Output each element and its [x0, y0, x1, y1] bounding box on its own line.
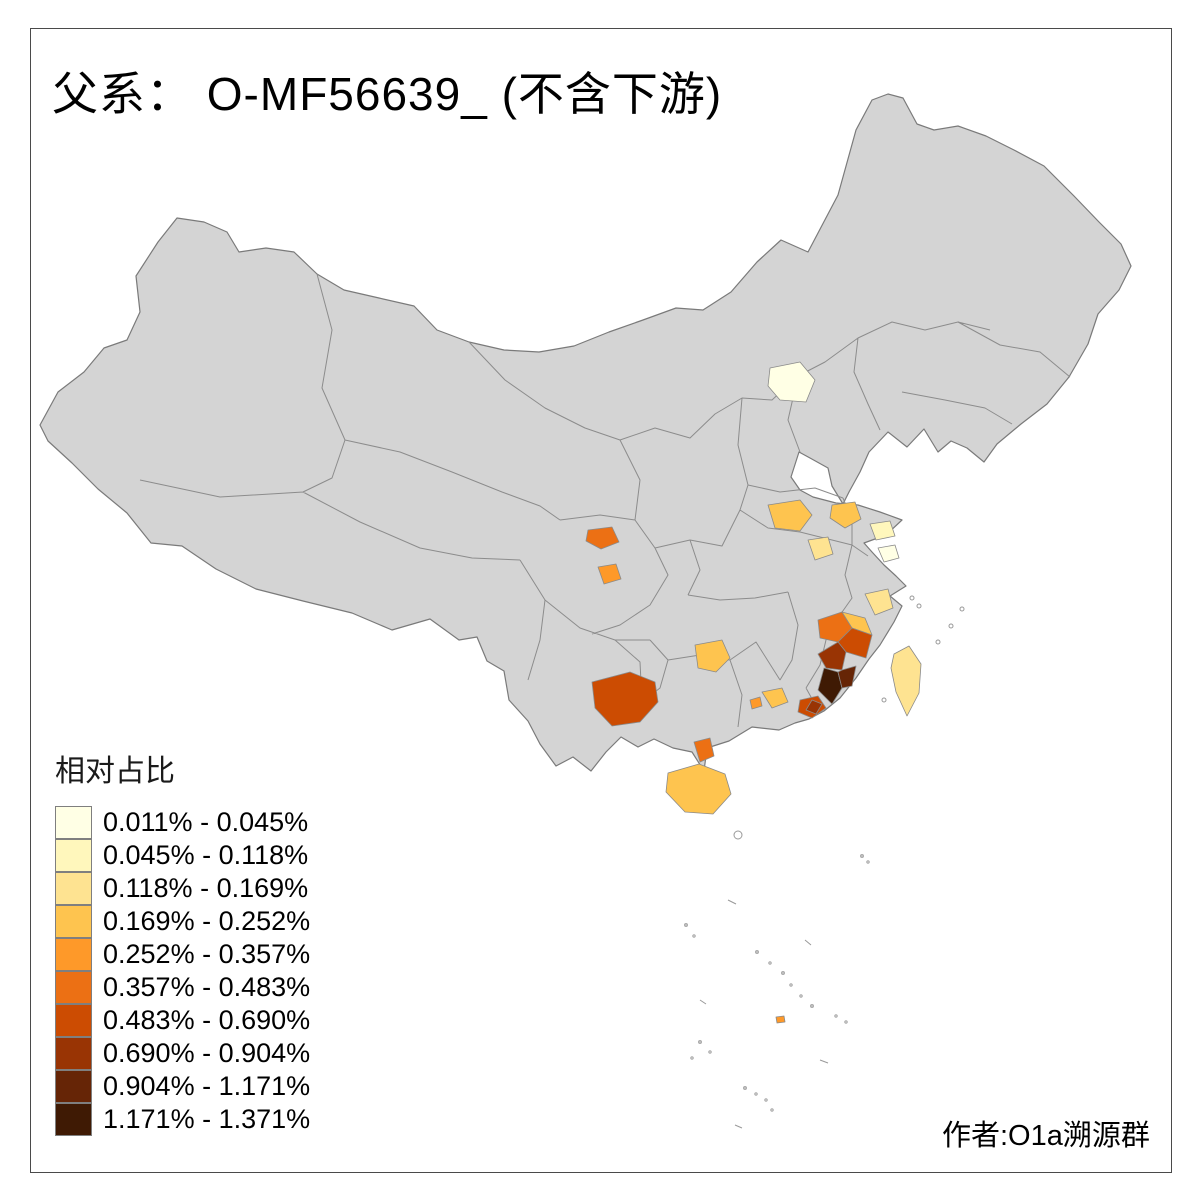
- offshore-islands: [683, 595, 965, 1129]
- region-guangdong-central: [761, 687, 789, 709]
- legend-swatch: [55, 1070, 92, 1103]
- legend-label: 1.171% - 1.371%: [103, 1104, 311, 1134]
- region-fujian-inland-south: [817, 641, 847, 671]
- region-hubei-east: [767, 499, 813, 532]
- region-sichuan-south: [597, 563, 622, 585]
- legend-swatch: [55, 905, 92, 938]
- legend-item: 0.011% - 0.045%: [55, 806, 310, 839]
- legend-swatch: [55, 971, 92, 1004]
- legend-item: 1.171% - 1.371%: [55, 1103, 310, 1136]
- legend-swatch: [55, 938, 92, 971]
- region-taiwan-island: [890, 645, 922, 717]
- legend-item: 0.483% - 0.690%: [55, 1004, 310, 1037]
- region-north-china-light: [767, 361, 816, 403]
- region-sichuan-north: [585, 526, 620, 550]
- legend-item: 0.690% - 0.904%: [55, 1037, 310, 1070]
- legend-item: 0.252% - 0.357%: [55, 938, 310, 971]
- legend-label: 0.252% - 0.357%: [103, 939, 311, 969]
- legend-swatch: [55, 1004, 92, 1037]
- region-anhui-central: [829, 501, 862, 529]
- legend-label: 0.118% - 0.169%: [103, 873, 309, 903]
- legend-label: 0.690% - 0.904%: [103, 1038, 311, 1068]
- region-guangxi-central: [694, 639, 731, 673]
- region-hainan-island: [665, 763, 732, 815]
- legend-label: 0.045% - 0.118%: [103, 840, 309, 870]
- legend-title: 相对占比: [55, 755, 175, 788]
- legend-swatch: [55, 839, 92, 872]
- legend-label: 0.011% - 0.045%: [103, 807, 309, 837]
- legend-swatch: [55, 1103, 92, 1136]
- author-credit: 作者:O1a溯源群: [942, 1120, 1150, 1152]
- legend-item: 0.169% - 0.252%: [55, 905, 310, 938]
- page-title: 父系： O-MF56639_ (不含下游): [52, 68, 723, 120]
- legend-label: 0.169% - 0.252%: [103, 906, 311, 936]
- region-shanghai-area: [877, 544, 900, 563]
- region-south-china-sea-island: [775, 1015, 786, 1024]
- legend: 相对占比 0.011% - 0.045% 0.045% - 0.118% 0.1…: [55, 746, 310, 1136]
- region-leizhou-haikou: [693, 737, 715, 763]
- region-fujian-quanzhou-dark: [837, 665, 857, 689]
- legend-item: 0.904% - 1.171%: [55, 1070, 310, 1103]
- legend-label: 0.483% - 0.690%: [103, 1005, 311, 1035]
- region-yunnan-southeast: [591, 671, 659, 727]
- legend-label: 0.904% - 1.171%: [103, 1071, 311, 1101]
- legend-swatch: [55, 806, 92, 839]
- region-fujian-central-coast: [837, 627, 873, 659]
- region-guangdong-small-orange: [749, 696, 763, 710]
- legend-label: 0.357% - 0.483%: [103, 972, 311, 1002]
- region-fujian-south-coast-darkest: [817, 667, 843, 705]
- legend-item: 0.118% - 0.169%: [55, 872, 310, 905]
- region-guangdong-east-dark: [805, 699, 823, 715]
- region-jiangsu-coast: [869, 520, 896, 541]
- legend-swatch: [55, 1037, 92, 1070]
- china-mainland: [39, 93, 1132, 772]
- region-zhejiang-coast: [864, 588, 894, 616]
- region-hubei-southeast: [807, 536, 834, 561]
- legend-item: 0.357% - 0.483%: [55, 971, 310, 1004]
- legend-item: 0.045% - 0.118%: [55, 839, 310, 872]
- legend-swatch: [55, 872, 92, 905]
